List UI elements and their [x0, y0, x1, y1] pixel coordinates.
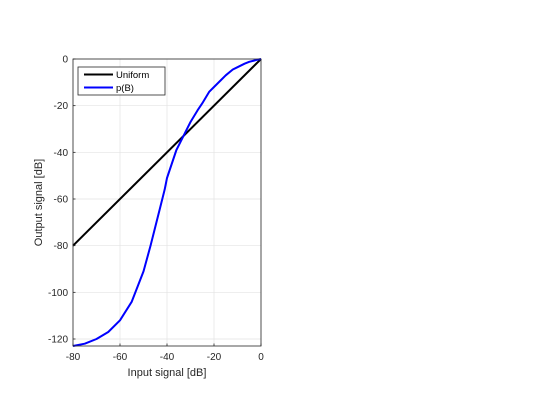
ticks: [72, 58, 262, 346]
x-tick-label: -20: [207, 352, 222, 363]
y-axis-label: Output signal [dB]: [33, 159, 45, 246]
x-tick-label: -80: [66, 352, 81, 363]
x-tick-label: 0: [258, 352, 264, 363]
y-tick-label: -60: [54, 195, 69, 206]
x-tick-label: -60: [113, 352, 128, 363]
y-tick-label: -80: [54, 241, 69, 252]
x-axis-label: Input signal [dB]: [128, 367, 207, 379]
series-line-uniform: [72, 58, 262, 247]
y-tick-label: -20: [54, 101, 69, 112]
y-tick-label: -120: [48, 335, 68, 346]
tick-labels: -80 -60 -40 -20 0 -120 -100 -80 -60 -40 -20 0: [48, 55, 264, 364]
legend-label-p-b: p(B): [116, 83, 134, 94]
legend: Uniform p(B): [77, 66, 166, 96]
x-tick-label: -40: [160, 352, 175, 363]
legend-box: [77, 66, 166, 96]
y-tick-label: 0: [62, 55, 68, 66]
y-tick-label: -100: [48, 288, 68, 299]
series-line-p-b: [72, 58, 262, 347]
series-group: [72, 58, 262, 347]
y-tick-label: -40: [54, 148, 69, 159]
legend-label-uniform: Uniform: [116, 70, 149, 81]
